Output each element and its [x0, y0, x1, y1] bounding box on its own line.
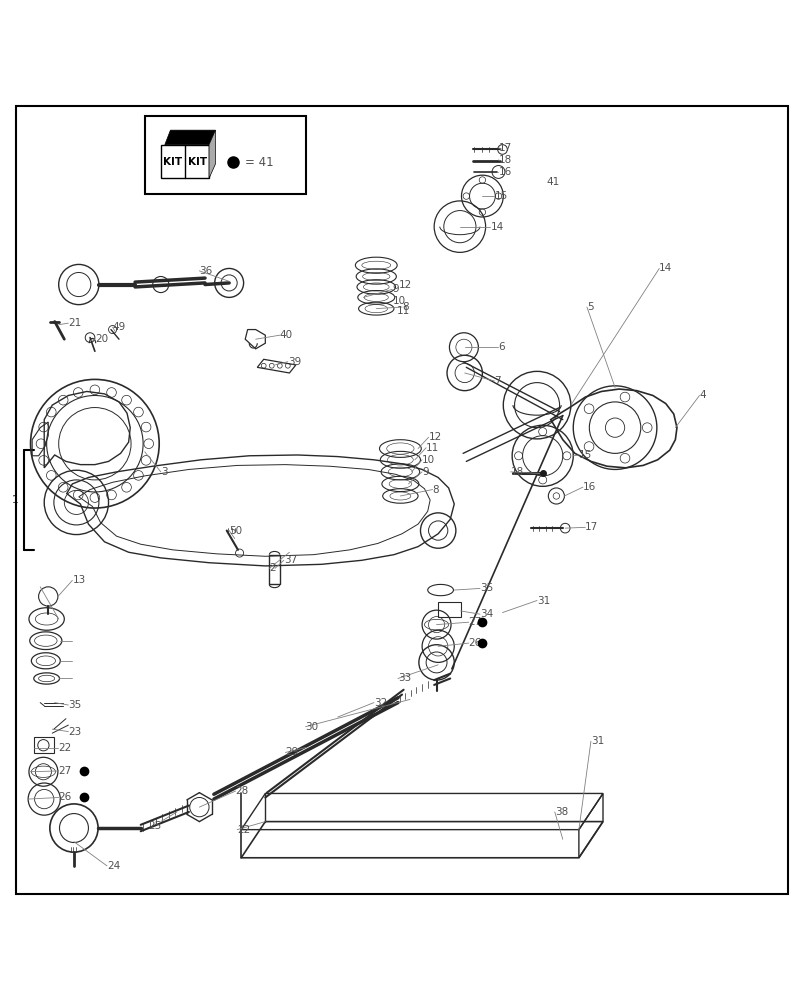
- Text: 13: 13: [72, 575, 85, 585]
- Text: 11: 11: [396, 306, 409, 316]
- Text: 29: 29: [285, 747, 298, 757]
- Text: 35: 35: [68, 700, 81, 710]
- Text: = 41: = 41: [245, 156, 274, 169]
- Text: 24: 24: [107, 861, 120, 871]
- Text: 35: 35: [479, 583, 492, 593]
- Polygon shape: [209, 130, 215, 178]
- Text: 15: 15: [578, 450, 591, 460]
- Text: 18: 18: [510, 467, 523, 477]
- Text: KIT: KIT: [188, 157, 207, 167]
- Text: 40: 40: [279, 330, 292, 340]
- Text: 37: 37: [283, 555, 296, 565]
- Bar: [145, 116, 305, 194]
- Text: 38: 38: [554, 807, 567, 817]
- Text: 22: 22: [237, 825, 250, 835]
- Text: 4: 4: [699, 390, 705, 400]
- Text: 39: 39: [287, 357, 300, 367]
- Text: 15: 15: [494, 191, 507, 201]
- Text: 14: 14: [658, 263, 671, 273]
- Text: 21: 21: [68, 318, 81, 328]
- Text: 31: 31: [590, 736, 603, 746]
- Text: 3: 3: [161, 467, 167, 477]
- Bar: [34, 737, 54, 753]
- Text: 30: 30: [305, 722, 318, 732]
- Text: 22: 22: [58, 743, 71, 753]
- Polygon shape: [165, 130, 215, 145]
- Text: 6: 6: [498, 342, 504, 352]
- Text: 27: 27: [468, 617, 481, 627]
- Text: 41: 41: [546, 177, 559, 187]
- Text: 9: 9: [422, 467, 428, 477]
- Text: 26: 26: [59, 792, 71, 802]
- Text: 16: 16: [582, 482, 595, 492]
- Text: 10: 10: [392, 296, 405, 306]
- Text: 27: 27: [59, 766, 71, 776]
- Text: 1: 1: [12, 495, 18, 505]
- Text: 32: 32: [373, 698, 386, 708]
- Text: 17: 17: [498, 143, 511, 153]
- Text: 49: 49: [112, 322, 125, 332]
- Text: 1: 1: [12, 495, 18, 505]
- Text: KIT: KIT: [163, 157, 182, 167]
- Text: 18: 18: [498, 155, 511, 165]
- Text: 20: 20: [95, 334, 108, 344]
- Text: 8: 8: [432, 485, 438, 495]
- Text: 28: 28: [235, 786, 248, 796]
- Text: 7: 7: [494, 376, 500, 386]
- Text: 5: 5: [586, 302, 593, 312]
- Text: 31: 31: [536, 595, 549, 605]
- Text: 26: 26: [468, 638, 481, 648]
- Text: 14: 14: [490, 222, 503, 232]
- Text: 8: 8: [402, 302, 408, 312]
- Text: 50: 50: [229, 526, 242, 536]
- Text: 33: 33: [397, 673, 410, 683]
- Text: 12: 12: [428, 432, 441, 442]
- Text: 34: 34: [479, 609, 492, 619]
- Text: 17: 17: [585, 522, 597, 532]
- Bar: [438, 602, 460, 617]
- Text: 11: 11: [426, 443, 438, 453]
- Text: 25: 25: [149, 821, 161, 831]
- Text: 10: 10: [422, 455, 434, 465]
- Text: 16: 16: [498, 167, 511, 177]
- Text: 9: 9: [392, 284, 398, 294]
- Text: 2: 2: [269, 563, 275, 573]
- Text: 23: 23: [68, 727, 81, 737]
- Text: 36: 36: [199, 266, 212, 276]
- Text: 12: 12: [398, 280, 411, 290]
